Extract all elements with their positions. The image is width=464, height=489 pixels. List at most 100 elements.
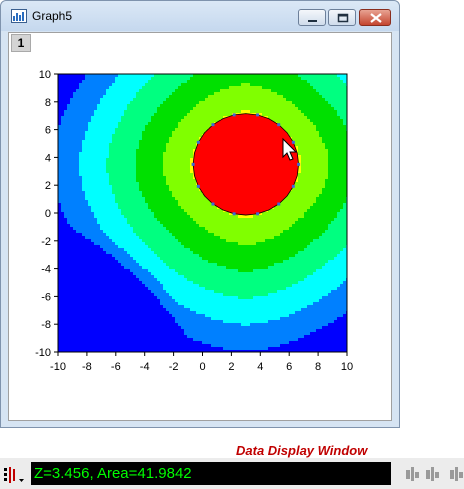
contour-cell [184,185,188,189]
contour-cell [154,320,158,324]
contour-cell [106,200,110,204]
contour-cell [94,176,98,180]
contour-cell [103,242,107,246]
contour-cell [100,146,104,150]
contour-cell [82,341,86,345]
contour-cell [211,266,215,270]
contour-cell [187,110,191,114]
layer-tab[interactable]: 1 [11,34,31,52]
contour-cell [133,230,137,234]
contour-cell [112,275,116,279]
contour-cell [58,173,62,177]
contour-cell [199,110,203,114]
contour-cell [187,194,191,198]
contour-cell [151,335,155,339]
contour-cell [163,311,167,315]
contour-cell [208,347,212,351]
contour-cell [148,107,152,111]
close-button[interactable] [359,9,391,26]
contour-cell [157,284,161,288]
contour-cell [82,338,86,342]
contour-cell [205,83,209,87]
contour-cell [142,146,146,150]
contour-cell [121,347,125,351]
contour-cell [97,290,101,294]
contour-cell [157,86,161,90]
contour-cell [205,233,209,237]
contour-cell [214,77,218,81]
contour-cell [154,89,158,93]
contour-cell [61,269,65,273]
contour-cell [112,203,116,207]
contour-cell [181,341,185,345]
contour-cell [160,350,164,352]
contour-cell [115,113,119,117]
contour-cell [85,86,89,90]
minimize-button[interactable] [298,9,326,26]
contour-cell [130,74,134,78]
contour-cell [82,107,86,111]
contour-cell [70,179,74,183]
maximize-button[interactable] [328,9,356,26]
contour-cell [91,248,95,252]
contour-cell [100,332,104,336]
contour-cell [160,140,164,144]
contour-cell [211,119,215,123]
contour-cell [118,257,122,261]
contour-cell [109,338,113,342]
contour-cell [133,194,137,198]
contour-cell [160,137,164,141]
contour-cell [160,305,164,309]
contour-cell [109,191,113,195]
contour-cell [70,146,74,150]
contour-cell [61,293,65,297]
contour-cell [172,236,176,240]
contour-cell [148,218,152,222]
contour-cell [178,152,182,156]
contour-cell [190,179,194,183]
contour-cell [145,347,149,351]
contour-cell [94,137,98,141]
contour-cell [208,107,212,111]
contour-cell [115,74,119,78]
contour-cell [160,290,164,294]
contour-cell [103,326,107,330]
contour-cell [136,110,140,114]
contour-cell [190,224,194,228]
contour-cell [118,332,122,336]
contour-cell [175,101,179,105]
contour-cell [145,299,149,303]
contour-cell [208,236,212,240]
contour-cell [115,200,119,204]
contour-cell [67,311,71,315]
contour-cell [148,254,152,258]
contour-cell [118,314,122,318]
contour-cell [136,350,140,352]
contour-cell [187,302,191,306]
contour-cell [118,230,122,234]
contour-cell [202,302,206,306]
contour-cell [169,203,173,207]
contour-cell [97,206,101,210]
contour-cell [154,164,158,168]
contour-cell [145,161,149,165]
contour-cell [145,125,149,129]
contour-cell [73,194,77,198]
contour-cell [61,350,65,352]
contour-cell [148,308,152,312]
contour-cell [70,92,74,96]
contour-cell [136,266,140,270]
contour-cell [151,350,155,352]
contour-cell [67,77,71,81]
contour-cell [67,317,71,321]
title-bar[interactable]: Graph5 [1,1,399,31]
contour-cell [163,152,167,156]
contour-cell [91,338,95,342]
contour-cell [94,293,98,297]
contour-cell [142,215,146,219]
contour-cell [205,278,209,282]
contour-cell [139,122,143,126]
contour-cell [187,182,191,186]
contour-cell [133,146,137,150]
